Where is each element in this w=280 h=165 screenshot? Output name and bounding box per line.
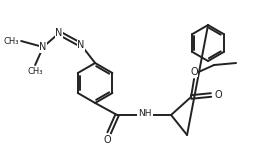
Text: CH₃: CH₃ [27, 67, 43, 76]
Text: N: N [39, 42, 47, 52]
Text: O: O [103, 135, 111, 145]
Text: O: O [214, 90, 222, 100]
Text: N: N [78, 40, 85, 50]
Text: N: N [55, 28, 63, 38]
Text: NH: NH [138, 110, 152, 118]
Text: O: O [190, 67, 198, 77]
Text: CH₃: CH₃ [4, 36, 19, 46]
